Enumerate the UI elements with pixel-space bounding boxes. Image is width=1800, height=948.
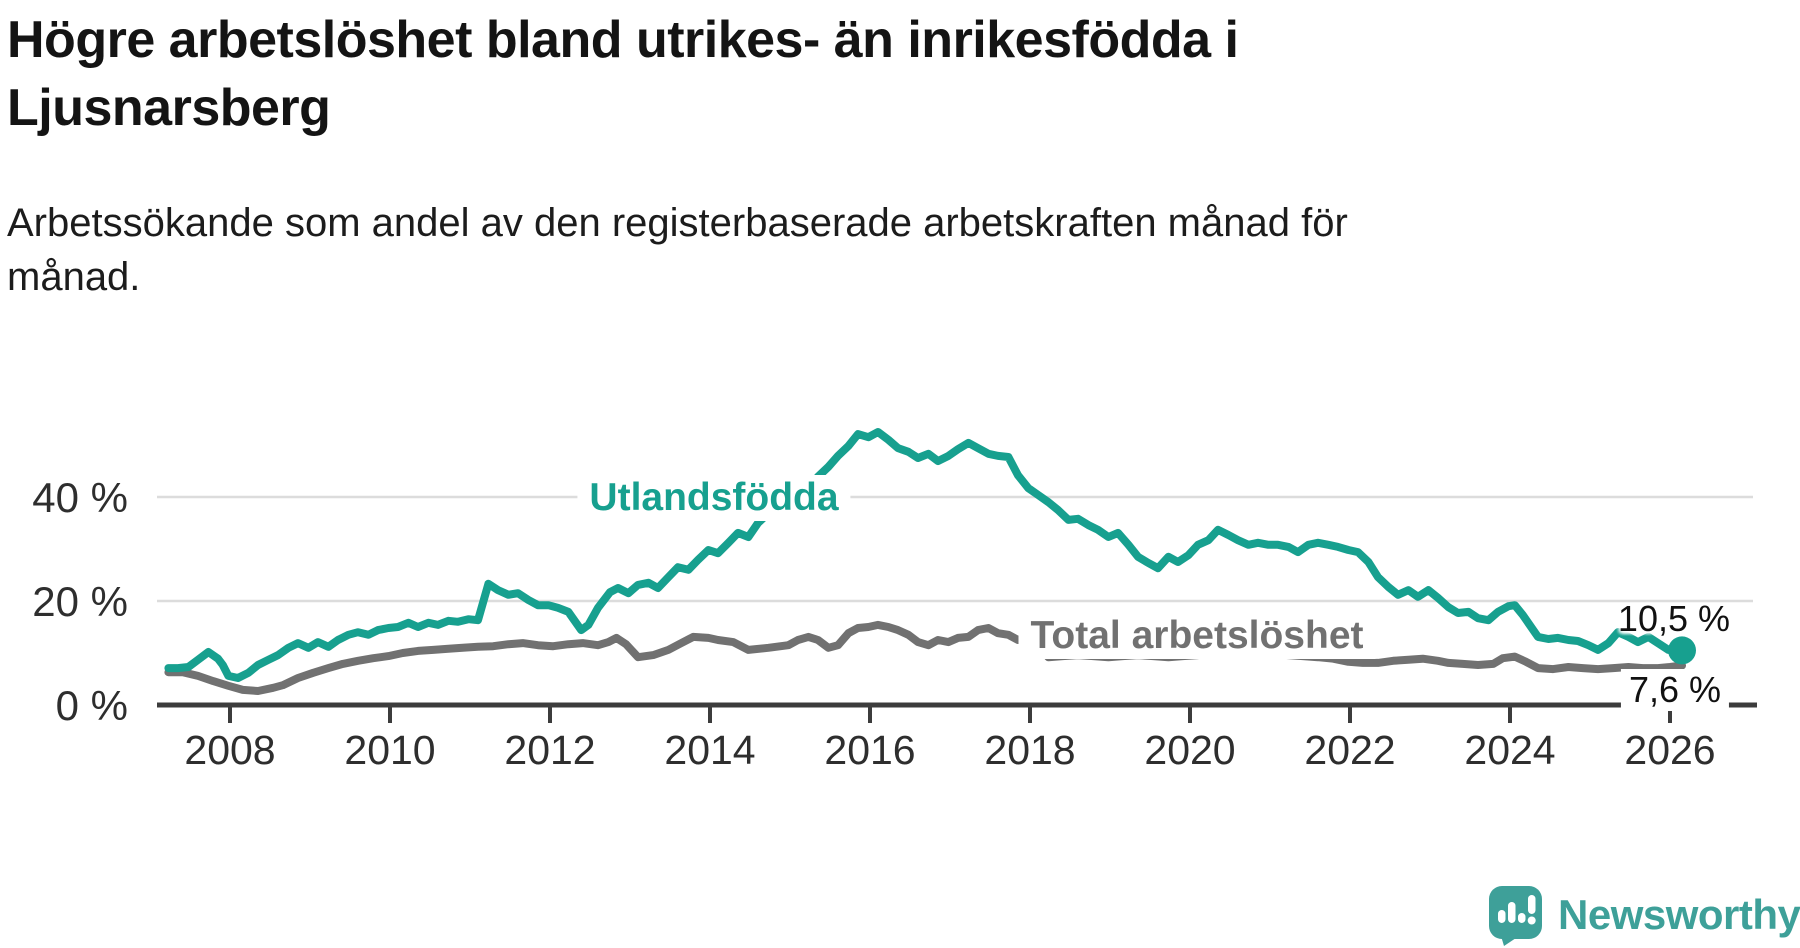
series-label-total-arbetsloshet: Total arbetslöshet (1018, 613, 1376, 659)
subtitle-line-2: månad. (7, 255, 141, 299)
x-tick-label: 2018 (984, 727, 1075, 773)
y-tick-label: 20 % (32, 578, 128, 625)
x-tick-label: 2016 (824, 727, 915, 773)
y-tick-label: 0 % (56, 682, 128, 729)
title-line-2: Ljusnarsberg (7, 79, 331, 137)
newsworthy-logo: Newsworthy (1488, 884, 1800, 946)
series-label-utlandsfodda: Utlandsfödda (577, 475, 851, 521)
end-value-total-arbetsloshet: 7,6 % (1620, 669, 1729, 711)
x-tick-label: 2020 (1144, 727, 1235, 773)
newsworthy-logo-text: Newsworthy (1558, 891, 1800, 938)
subtitle-line-1: Arbetssökande som andel av den registerb… (7, 201, 1348, 245)
y-tick-label: 40 % (32, 474, 128, 521)
chart-subtitle: Arbetssökande som andel av den registerb… (7, 196, 1348, 304)
x-tick-label: 2012 (504, 727, 595, 773)
series-line-utlandsfodda (164, 428, 1686, 682)
series-line-total (164, 620, 1686, 695)
title-line-1: Högre arbetslöshet bland utrikes- än inr… (7, 11, 1239, 69)
x-tick-label: 2026 (1624, 727, 1715, 773)
x-tick-label: 2024 (1464, 727, 1555, 773)
x-tick-label: 2014 (664, 727, 755, 773)
page-title: Högre arbetslöshet bland utrikes- än inr… (7, 6, 1239, 142)
end-value-utlandsfodda: 10,5 % (1617, 598, 1730, 639)
newsworthy-speech-bubble-chart-icon (1489, 886, 1542, 946)
series-end-dot (1668, 636, 1696, 665)
x-tick-label: 2008 (184, 727, 275, 773)
x-tick-label: 2010 (344, 727, 435, 773)
x-tick-label: 2022 (1304, 727, 1395, 773)
